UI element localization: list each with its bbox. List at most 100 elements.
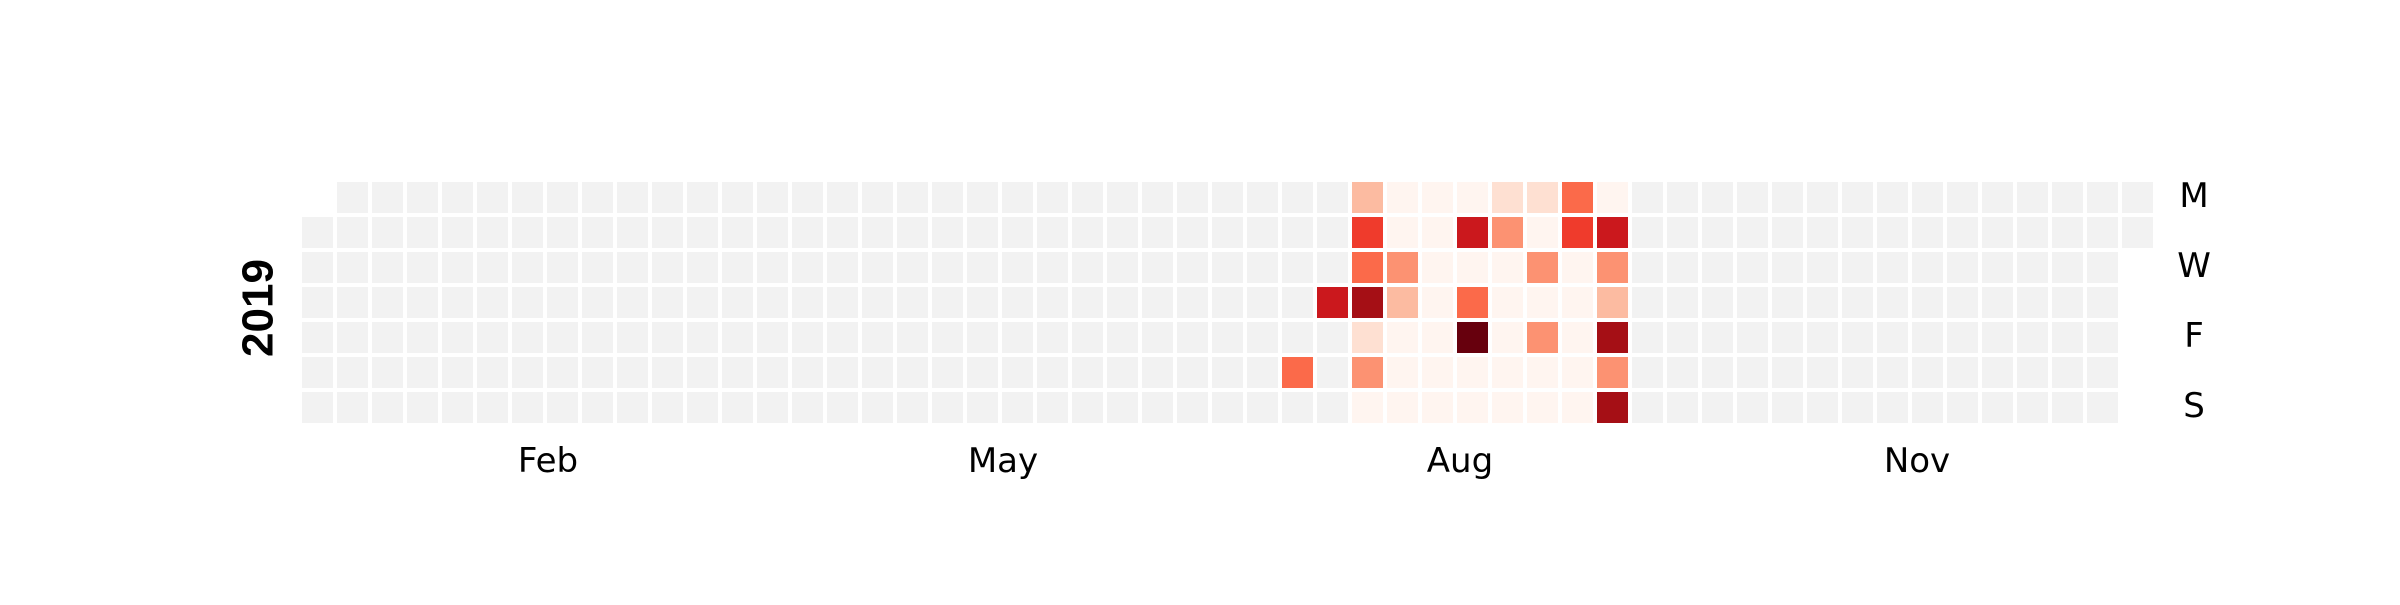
day-cell-2019-11-16 xyxy=(1877,357,1908,388)
day-cell-2019-06-18 xyxy=(1142,217,1173,248)
day-cell-2019-03-22 xyxy=(687,322,718,353)
day-cell-2019-02-04 xyxy=(477,182,508,213)
day-cell-2019-09-21 xyxy=(1597,357,1628,388)
day-cell-2019-02-21 xyxy=(547,287,578,318)
day-cell-2019-07-22 xyxy=(1317,182,1348,213)
day-cell-2019-06-17 xyxy=(1142,182,1173,213)
day-cell-2019-06-27 xyxy=(1177,287,1208,318)
day-cell-2019-02-26 xyxy=(582,217,613,248)
day-cell-2019-12-26 xyxy=(2087,287,2118,318)
day-cell-2019-06-13 xyxy=(1107,287,1138,318)
day-cell-2019-07-01 xyxy=(1212,182,1243,213)
day-cell-2019-10-05 xyxy=(1667,357,1698,388)
day-cell-2019-07-09 xyxy=(1247,217,1278,248)
day-cell-2019-04-21 xyxy=(827,392,858,423)
day-cell-2019-01-03 xyxy=(302,287,333,318)
day-cell-2019-11-12 xyxy=(1877,217,1908,248)
day-cell-2019-03-18 xyxy=(687,182,718,213)
day-cell-2019-10-24 xyxy=(1772,287,1803,318)
day-cell-2019-06-10 xyxy=(1107,182,1138,213)
day-cell-2019-04-09 xyxy=(792,217,823,248)
day-cell-2019-10-27 xyxy=(1772,392,1803,423)
day-cell-2019-07-21 xyxy=(1282,392,1313,423)
day-cell-2019-07-03 xyxy=(1212,252,1243,283)
day-cell-2019-02-02 xyxy=(442,357,473,388)
day-cell-2019-09-04 xyxy=(1527,252,1558,283)
day-cell-2019-05-10 xyxy=(932,322,963,353)
day-cell-2019-07-14 xyxy=(1247,392,1278,423)
day-cell-2019-06-20 xyxy=(1142,287,1173,318)
day-cell-2019-04-02 xyxy=(757,217,788,248)
day-cell-2019-02-10 xyxy=(477,392,508,423)
day-cell-2019-11-04 xyxy=(1842,182,1873,213)
day-cell-2019-07-16 xyxy=(1282,217,1313,248)
day-cell-2019-08-22 xyxy=(1457,287,1488,318)
day-cell-2019-11-11 xyxy=(1877,182,1908,213)
day-cell-2019-09-09 xyxy=(1562,182,1593,213)
day-cell-2019-12-21 xyxy=(2052,357,2083,388)
day-cell-2019-08-07 xyxy=(1387,252,1418,283)
day-cells xyxy=(302,182,2153,423)
day-cell-2019-01-09 xyxy=(337,252,368,283)
day-cell-2019-08-16 xyxy=(1422,322,1453,353)
day-cell-2019-11-06 xyxy=(1842,252,1873,283)
day-cell-2019-07-06 xyxy=(1212,357,1243,388)
day-cell-2019-10-21 xyxy=(1772,182,1803,213)
day-cell-2019-05-02 xyxy=(897,287,928,318)
day-cell-2019-05-30 xyxy=(1037,287,1068,318)
day-cell-2019-12-06 xyxy=(1982,322,2013,353)
day-cell-2019-06-04 xyxy=(1072,217,1103,248)
day-cell-2019-02-20 xyxy=(547,252,578,283)
day-cell-2019-09-22 xyxy=(1597,392,1628,423)
day-cell-2019-01-14 xyxy=(372,182,403,213)
month-label-aug: Aug xyxy=(1427,441,1493,481)
day-cell-2019-02-01 xyxy=(442,322,473,353)
day-cell-2019-03-26 xyxy=(722,217,753,248)
day-cell-2019-03-01 xyxy=(582,322,613,353)
day-cell-2019-03-21 xyxy=(687,287,718,318)
day-cell-2019-06-19 xyxy=(1142,252,1173,283)
day-cell-2019-12-04 xyxy=(1982,252,2013,283)
day-cell-2019-05-15 xyxy=(967,252,998,283)
day-cell-2019-10-26 xyxy=(1772,357,1803,388)
day-cell-2019-03-11 xyxy=(652,182,683,213)
day-cell-2019-03-05 xyxy=(617,217,648,248)
day-cell-2019-08-12 xyxy=(1422,182,1453,213)
day-cell-2019-11-05 xyxy=(1842,217,1873,248)
day-cell-2019-11-29 xyxy=(1947,322,1978,353)
day-cell-2019-09-01 xyxy=(1492,392,1523,423)
day-cell-2019-07-23 xyxy=(1317,217,1348,248)
day-cell-2019-12-17 xyxy=(2052,217,2083,248)
day-cell-2019-07-18 xyxy=(1282,287,1313,318)
day-cell-2019-10-16 xyxy=(1737,252,1768,283)
day-cell-2019-03-16 xyxy=(652,357,683,388)
day-cell-2019-03-04 xyxy=(617,182,648,213)
day-cell-2019-07-02 xyxy=(1212,217,1243,248)
day-cell-2019-03-09 xyxy=(617,357,648,388)
day-cell-2019-01-04 xyxy=(302,322,333,353)
day-cell-2019-08-15 xyxy=(1422,287,1453,318)
day-cell-2019-05-19 xyxy=(967,392,998,423)
day-cell-2019-09-02 xyxy=(1527,182,1558,213)
day-cell-2019-12-28 xyxy=(2087,357,2118,388)
day-cell-2019-12-22 xyxy=(2052,392,2083,423)
day-cell-2019-09-27 xyxy=(1632,322,1663,353)
day-cell-2019-01-18 xyxy=(372,322,403,353)
day-cell-2019-01-13 xyxy=(337,392,368,423)
day-cell-2019-05-22 xyxy=(1002,252,1033,283)
weekday-label-wednesday: W xyxy=(2177,246,2211,286)
day-cell-2019-04-10 xyxy=(792,252,823,283)
day-cell-2019-07-13 xyxy=(1247,357,1278,388)
day-cell-2019-04-16 xyxy=(827,217,858,248)
day-cell-2019-06-02 xyxy=(1037,392,1068,423)
day-cell-2019-08-26 xyxy=(1492,182,1523,213)
day-cell-2019-01-08 xyxy=(337,217,368,248)
day-cell-2019-12-20 xyxy=(2052,322,2083,353)
day-cell-2019-03-02 xyxy=(582,357,613,388)
day-cell-2019-09-28 xyxy=(1632,357,1663,388)
day-cell-2019-11-14 xyxy=(1877,287,1908,318)
day-cell-2019-07-30 xyxy=(1352,217,1383,248)
day-cell-2019-10-04 xyxy=(1667,322,1698,353)
day-cell-2019-08-04 xyxy=(1352,392,1383,423)
day-cell-2019-02-27 xyxy=(582,252,613,283)
